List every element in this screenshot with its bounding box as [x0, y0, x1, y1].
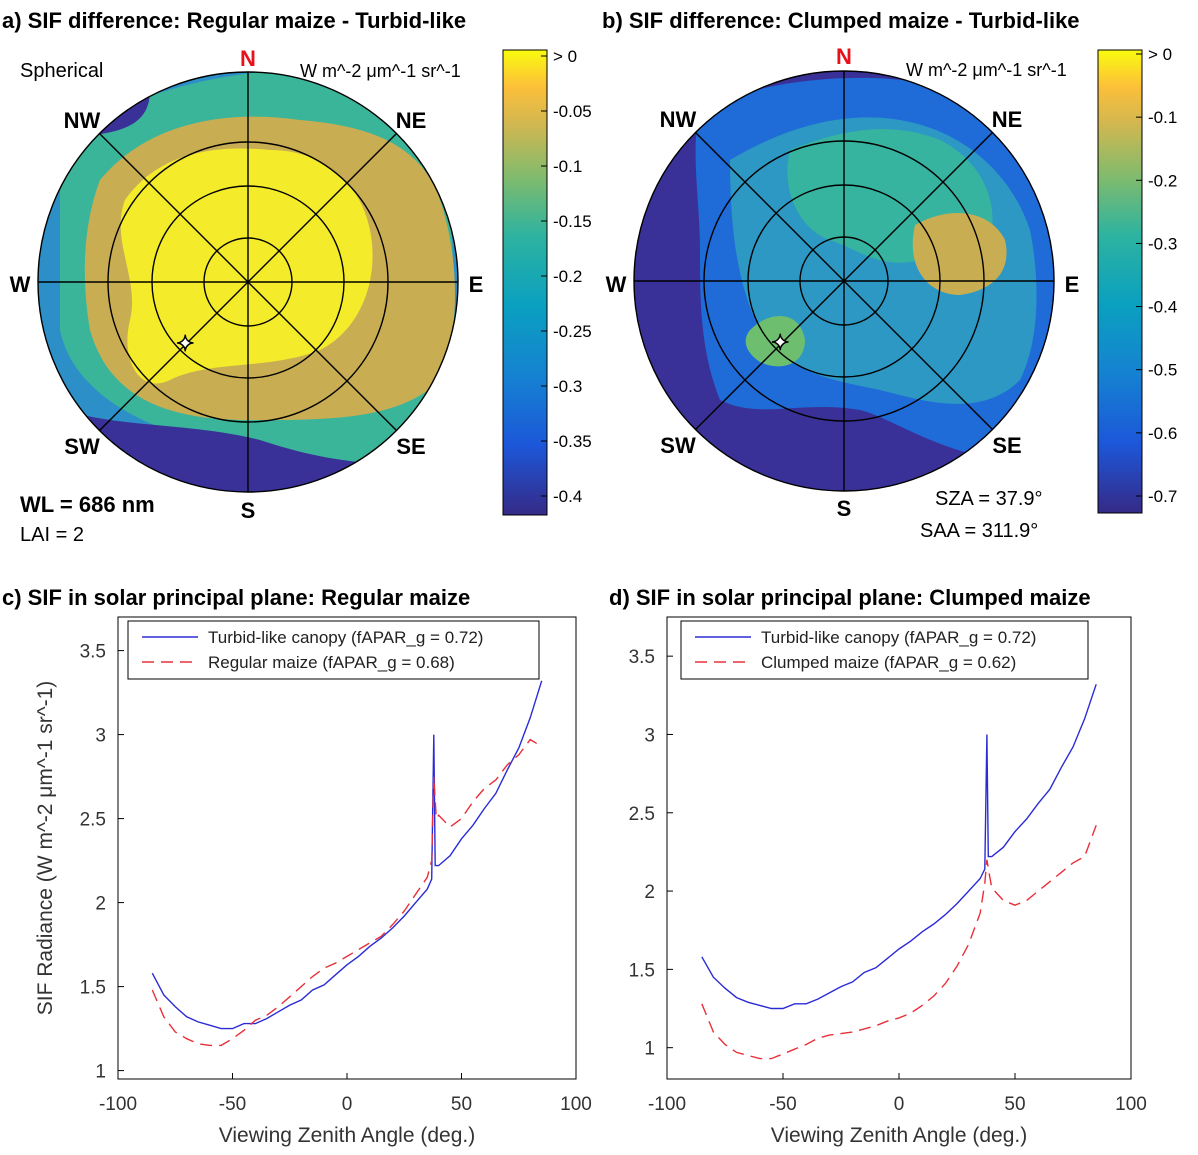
y-tick-label: 3 — [644, 725, 655, 746]
colorbar-tick-label: -0.5 — [1148, 361, 1177, 380]
compass-nw: NW — [64, 108, 101, 133]
compass-se: SE — [396, 434, 425, 459]
compass-s: S — [837, 496, 852, 521]
panel-a-compass: N NW NE W E SW SE S — [10, 46, 484, 523]
colorbar-tick-label: -0.6 — [1148, 424, 1177, 443]
panel-c: c) SIF in solar principal plane: Regular… — [2, 585, 592, 1147]
compass-e: E — [1065, 272, 1080, 297]
panel-b-compass: N NW NE W E SW SE S — [606, 44, 1080, 521]
colorbar-tick-label: > 0 — [553, 47, 577, 66]
y-axis-label: SIF Radiance (W m^-2 μm^-1 sr^-1) — [34, 681, 57, 1016]
contour-level-top — [912, 213, 1007, 295]
x-tick-label: -100 — [99, 1094, 137, 1115]
x-tick-label: 0 — [342, 1094, 353, 1115]
y-tick-label: 2.5 — [629, 804, 655, 825]
x-tick-label: 100 — [560, 1094, 592, 1115]
x-tick-label: 50 — [451, 1094, 472, 1115]
sun-position-marker: ✦ — [176, 331, 194, 356]
y-tick-label: 2 — [95, 894, 106, 915]
sun-position-marker: ✦ — [771, 330, 789, 355]
panel-a-polar-grid — [37, 71, 459, 493]
x-tick-label: 100 — [1115, 1094, 1147, 1115]
y-tick-label: 2 — [644, 882, 655, 903]
y-tick-label: 2.5 — [80, 810, 106, 831]
compass-ne: NE — [396, 108, 427, 133]
colorbar-tick-label: -0.4 — [553, 487, 582, 506]
panel-b-polar-grid — [633, 70, 1055, 492]
y-tick-label: 3 — [95, 726, 106, 747]
colorbar-tick-label: -0.3 — [553, 377, 582, 396]
colorbar-tick-label: -0.1 — [553, 157, 582, 176]
compass-w: W — [10, 272, 31, 297]
colorbar-tick-label: -0.05 — [553, 102, 592, 121]
compass-e: E — [469, 272, 484, 297]
plot-area — [666, 616, 1132, 1080]
legend-label: Regular maize (fAPAR_g = 0.68) — [208, 653, 455, 672]
panel-a: a) SIF difference: Regular maize - Turbi… — [2, 8, 592, 546]
x-tick-label: -50 — [219, 1094, 246, 1115]
panel-a-title: a) SIF difference: Regular maize - Turbi… — [2, 8, 466, 33]
saa-label: SAA = 311.9° — [920, 520, 1038, 542]
x-axis-label: Viewing Zenith Angle (deg.) — [219, 1124, 475, 1147]
wavelength-label: WL = 686 nm — [20, 492, 155, 517]
colorbar-tick-label: -0.4 — [1148, 298, 1177, 317]
legend-box — [680, 620, 1089, 680]
y-tick-label: 1 — [644, 1039, 655, 1060]
panel-d: d) SIF in solar principal plane: Clumped… — [609, 585, 1147, 1147]
panel-b-unit-label: W m^-2 μm^-1 sr^-1 — [906, 60, 1067, 80]
x-axis-label: Viewing Zenith Angle (deg.) — [771, 1124, 1027, 1147]
panel-a-unit-label: W m^-2 μm^-1 sr^-1 — [300, 61, 461, 81]
panel-c-chart: -100 -50 0 50 100 1 1.5 2 2.5 3 3.5 Viewing Zenith … — [34, 616, 592, 1147]
compass-sw: SW — [660, 433, 696, 458]
colorbar-tick-label: > 0 — [1148, 45, 1172, 64]
compass-se: SE — [992, 433, 1021, 458]
x-tick-label: 0 — [894, 1094, 905, 1115]
compass-nw: NW — [660, 107, 697, 132]
x-tick-label: -100 — [648, 1094, 686, 1115]
x-tick-label: -50 — [769, 1094, 796, 1115]
panel-d-title: d) SIF in solar principal plane: Clumped… — [609, 585, 1091, 610]
colorbar-tick-label: -0.3 — [1148, 234, 1177, 253]
colorbar-tick-label: -0.25 — [553, 322, 592, 341]
plot-area — [117, 616, 577, 1080]
series-line-1 — [701, 684, 1097, 1010]
y-tick-label: 3.5 — [629, 647, 655, 668]
legend-label: Clumped maize (fAPAR_g = 0.62) — [761, 653, 1016, 672]
compass-n: N — [240, 46, 256, 71]
sza-label: SZA = 37.9° — [935, 488, 1043, 510]
colorbar-tick-label: -0.15 — [553, 212, 592, 231]
contour-level-top — [120, 148, 373, 384]
legend-label: Turbid-like canopy (fAPAR_g = 0.72) — [208, 628, 483, 647]
panel-c-title: c) SIF in solar principal plane: Regular… — [2, 585, 470, 610]
panel-d-chart: -100 -50 0 50 100 1 1.5 2 2.5 3 3.5 Viewing Zenith … — [629, 616, 1147, 1147]
colorbar-tick-label: -0.2 — [553, 267, 582, 286]
panel-a-colorbar: > 0 -0.05 -0.1 -0.15 -0.2 -0.25 -0.3 -0.35 -0.4 — [502, 47, 592, 516]
x-tick-label: 50 — [1004, 1094, 1025, 1115]
compass-ne: NE — [992, 107, 1023, 132]
colorbar-tick-label: -0.35 — [553, 432, 592, 451]
lai-label: LAI = 2 — [20, 524, 84, 546]
series-line-2 — [701, 825, 1097, 1060]
compass-w: W — [606, 272, 627, 297]
panel-b-colorbar: > 0 -0.1 -0.2 -0.3 -0.4 -0.5 -0.6 -0.7 — [1097, 45, 1177, 514]
colorbar-tick-label: -0.2 — [1148, 171, 1177, 190]
compass-n: N — [836, 44, 852, 69]
colorbar-tick-label: -0.1 — [1148, 108, 1177, 127]
panel-b: b) SIF difference: Clumped maize - Turbi… — [602, 8, 1177, 542]
y-tick-label: 1.5 — [629, 960, 655, 981]
panel-a-mode-label: Spherical — [20, 60, 103, 82]
y-tick-label: 1.5 — [80, 978, 106, 999]
legend-box — [127, 620, 540, 680]
compass-sw: SW — [64, 434, 100, 459]
series-line-2 — [151, 738, 543, 1047]
compass-s: S — [241, 498, 256, 523]
series-line-1 — [151, 680, 543, 1030]
y-tick-label: 3.5 — [80, 642, 106, 663]
legend-label: Turbid-like canopy (fAPAR_g = 0.72) — [761, 628, 1036, 647]
y-tick-label: 1 — [95, 1062, 106, 1083]
colorbar-tick-label: -0.7 — [1148, 487, 1177, 506]
panel-b-title: b) SIF difference: Clumped maize - Turbi… — [602, 8, 1080, 33]
